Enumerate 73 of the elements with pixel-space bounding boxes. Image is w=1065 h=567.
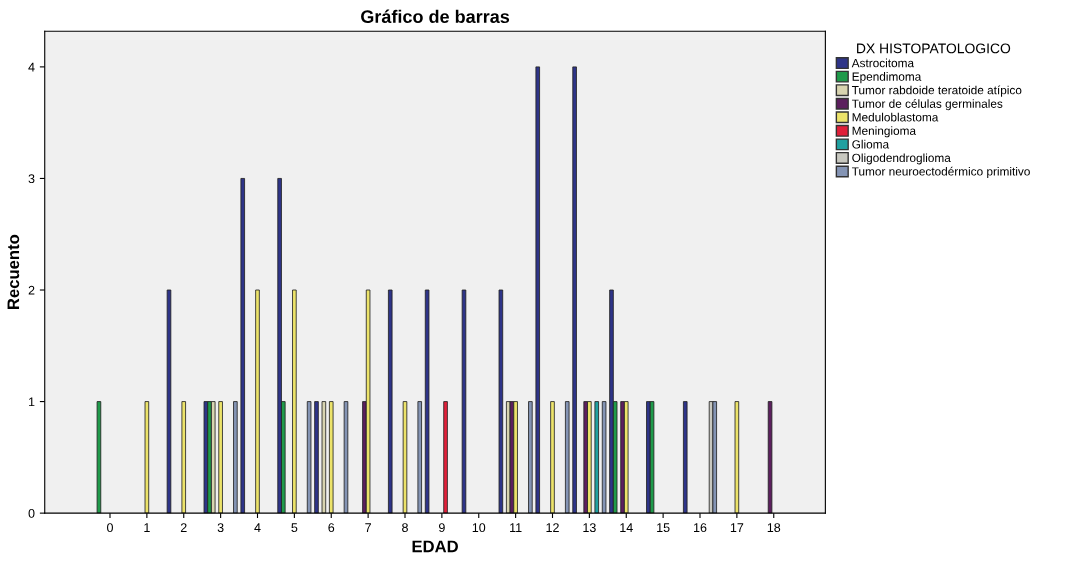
bar	[306, 401, 312, 514]
x-tick-label: 3	[217, 523, 224, 533]
bar	[594, 401, 600, 514]
bar	[712, 401, 718, 514]
bar	[277, 178, 282, 514]
bar	[498, 289, 504, 514]
legend-label: Tumor rabdoide teratoide atípico	[851, 85, 1022, 97]
x-tick-label: 15	[657, 523, 670, 533]
bar	[96, 401, 102, 514]
bar	[255, 289, 260, 514]
x-tick-label: 7	[365, 523, 371, 532]
x-tick-label: 4	[254, 523, 261, 532]
bar	[649, 401, 655, 514]
bar	[144, 401, 150, 514]
legend-label: Ependimoma	[852, 72, 922, 84]
x-axis-title: EDAD	[412, 540, 458, 553]
bar	[365, 289, 371, 514]
bar	[601, 401, 607, 514]
bar	[387, 289, 393, 514]
y-tick-label: 2	[28, 285, 35, 295]
x-tick-label: 5	[291, 523, 298, 533]
bar	[321, 401, 327, 514]
bar	[513, 401, 518, 514]
legend-label: Meduloblastoma	[852, 112, 939, 122]
bar	[443, 401, 448, 514]
bar	[623, 401, 629, 514]
bar	[233, 401, 238, 514]
y-tick-label: 1	[29, 397, 35, 407]
bar	[210, 401, 216, 514]
x-tick-label: 18	[767, 523, 781, 533]
x-tick-label: 10	[472, 523, 486, 533]
x-tick-label: 13	[583, 523, 596, 533]
bar	[767, 401, 773, 514]
chart-title: Gráfico de barras	[361, 9, 510, 24]
bar	[314, 401, 319, 514]
y-tick-label: 0	[28, 508, 35, 518]
bar	[181, 401, 187, 514]
bar	[535, 66, 541, 514]
legend-label: Tumor neuroectodérmico primitivo	[851, 166, 1030, 178]
bar	[682, 401, 688, 514]
bar	[417, 401, 423, 514]
x-tick-label: 11	[510, 523, 522, 532]
bar	[564, 401, 570, 514]
y-axis-title: Recuento	[7, 234, 20, 310]
x-tick-label: 14	[620, 523, 633, 532]
x-tick-label: 1	[144, 523, 150, 532]
x-tick-label: 12	[546, 523, 559, 532]
x-tick-label: 6	[328, 523, 335, 533]
legend-label: Tumor de células germinales	[851, 99, 1003, 111]
bar	[424, 289, 430, 514]
x-tick-label: 2	[180, 523, 187, 532]
bar	[734, 401, 740, 514]
y-tick-label: 3	[28, 174, 35, 184]
bar	[609, 289, 614, 514]
legend-title: DX HISTOPATOLOGICO	[857, 43, 1011, 54]
bar	[587, 401, 592, 514]
legend-label: Astrocitoma	[851, 58, 915, 68]
bar	[240, 178, 246, 514]
legend-label: Oligodendroglioma	[852, 153, 951, 165]
bar	[572, 66, 577, 514]
legend-label: Glioma	[852, 139, 890, 149]
x-tick-label: 9	[438, 523, 445, 533]
y-tick-label: 4	[28, 62, 35, 72]
x-tick-label: 0	[107, 523, 113, 533]
legend-label: Meningioma	[852, 126, 917, 138]
bar	[550, 401, 555, 514]
x-tick-label: 16	[694, 523, 707, 533]
bar	[292, 289, 297, 514]
bar	[528, 401, 533, 514]
bar	[328, 401, 334, 514]
bar	[218, 401, 223, 514]
x-tick-label: 8	[402, 523, 408, 533]
x-tick-label: 17	[730, 523, 744, 532]
